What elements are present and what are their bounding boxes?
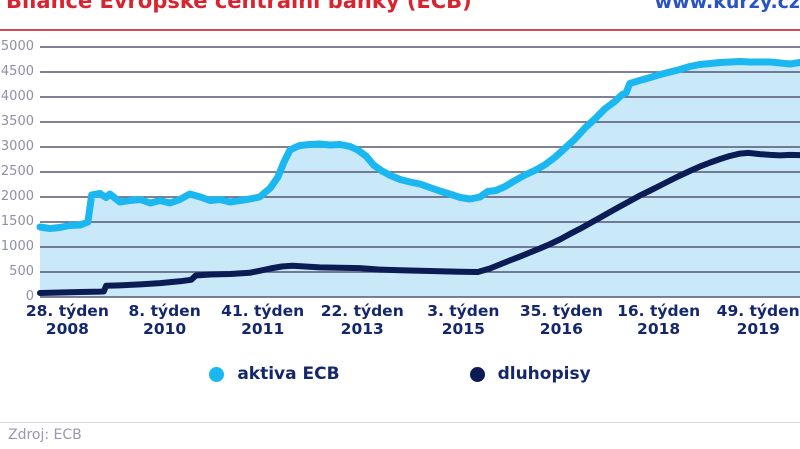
legend-label-aktiva: aktiva ECB [237,364,340,384]
x-tick-week: 35. týden [519,302,603,320]
gridlines [40,46,800,298]
site-link[interactable]: www.kurzy.cz [654,0,800,13]
y-axis-label: 2000 [0,189,34,204]
x-tick-week: 41. týden [221,302,305,320]
source-note: Zdroj: ECB [8,427,82,443]
y-axis-label: 3000 [0,139,34,154]
footer-divider [0,422,800,423]
y-axis-label: 4500 [0,64,34,79]
y-axis-label: 5000 [0,39,34,54]
x-tick-label: 35. týden 2016 [496,302,626,338]
x-tick-year: 2010 [143,320,187,338]
x-tick-year: 2015 [441,320,485,338]
aktiva-area [40,61,800,297]
x-tick-year: 2018 [637,320,681,338]
aktiva-dot-icon [209,366,225,382]
x-tick-week: 22. týden [320,302,404,320]
x-tick-week: 3. týden [427,302,500,320]
chart-legend: aktiva ECB dluhopisy [0,364,800,384]
x-tick-week: 16. týden [617,302,701,320]
y-axis-label: 3500 [0,114,34,129]
balance-chart: 0 500 1000 1500 2000 2500 3000 3500 4000 4500 5000 [0,39,800,304]
x-tick-week: 8. týden [128,302,201,320]
plot-canvas [36,46,800,298]
y-axis-label: 0 [25,289,34,304]
x-tick-week: 28. týden [25,302,109,320]
y-axis-label: 4000 [0,89,34,104]
aktiva-line [36,58,800,232]
legend-item-aktiva: aktiva ECB [209,364,340,384]
x-tick-label: 41. týden 2011 [198,302,328,338]
x-tick-year: 2016 [539,320,583,338]
x-tick-label: 22. týden 2013 [297,302,427,338]
legend-item-dluhopisy: dluhopisy [469,364,591,384]
dluhopisy-line [37,149,800,296]
x-tick-year: 2019 [736,320,780,338]
x-tick-year: 2013 [340,320,384,338]
x-tick-year: 2008 [45,320,89,338]
x-tick-label: 49. týden 2019 [693,302,800,338]
x-tick-week: 49. týden [716,302,800,320]
dluhopisy-dot-icon [469,366,485,382]
y-axis-label: 1500 [0,214,34,229]
x-tick-label: 3. týden 2015 [398,302,528,338]
x-tick-label: 8. týden 2010 [100,302,230,338]
y-axis-label: 2500 [0,164,34,179]
x-tick-year: 2011 [241,320,285,338]
x-tick-label: 16. týden 2018 [594,302,724,338]
y-axis-label: 1000 [0,239,34,254]
x-axis-labels: 28. týden 2008 8. týden 2010 41. týden 2… [0,302,800,342]
y-axis-label: 500 [9,264,34,279]
page-title: Bilance Evropské centrální banky (ECB) [6,0,472,13]
title-divider [0,29,800,31]
x-tick-label: 28. týden 2008 [2,302,132,338]
legend-label-dluhopisy: dluhopisy [497,364,591,384]
